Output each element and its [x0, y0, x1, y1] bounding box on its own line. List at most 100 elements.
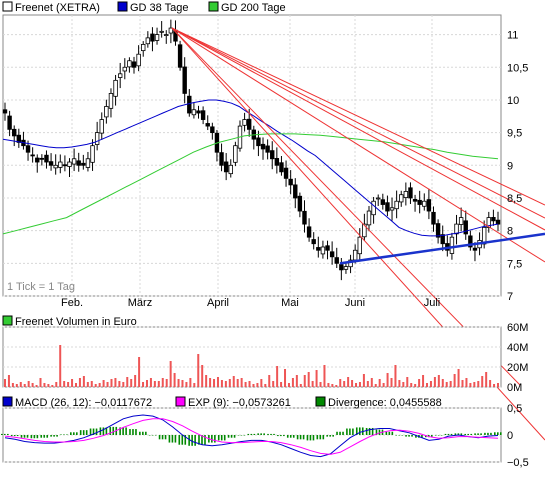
candle-body	[16, 134, 22, 143]
gd200-line	[2, 133, 499, 235]
candle-body	[440, 234, 445, 245]
legend-swatch-divergence	[315, 396, 326, 407]
divergence-bar	[421, 435, 423, 438]
divergence-bar	[227, 435, 230, 438]
volume-bar	[469, 383, 472, 387]
volume-bar	[398, 380, 401, 387]
legend-freenet: Freenet (XETRA)	[15, 2, 100, 14]
price-x-label: Juli	[424, 297, 441, 309]
candle-body	[468, 235, 473, 248]
gd38-line	[2, 99, 499, 237]
price-y-tick-label: 7,5	[507, 258, 522, 270]
candle-body	[417, 199, 422, 205]
divergence-bar	[283, 435, 285, 437]
volume-bar	[410, 383, 413, 387]
candle-body	[389, 207, 395, 211]
divergence-bar	[289, 435, 292, 438]
divergence-bar	[253, 433, 256, 435]
divergence-bar	[467, 433, 470, 435]
divergence-bar	[355, 427, 358, 435]
divergence-bar	[50, 435, 52, 437]
divergence-bar	[33, 435, 36, 439]
volume-bar	[177, 379, 180, 387]
candle-body	[283, 167, 289, 179]
volume-bar	[102, 380, 105, 387]
divergence-bar	[164, 435, 167, 440]
volume-bar	[335, 385, 338, 387]
macd-y-tick-label: −0,5	[507, 457, 529, 469]
volume-bar	[272, 381, 275, 387]
divergence-bar	[125, 427, 127, 435]
divergence-bar	[171, 435, 174, 443]
candle-body	[233, 145, 238, 163]
price-x-label: Juni	[345, 297, 365, 309]
divergence-bar	[395, 435, 397, 436]
divergence-bar	[237, 435, 240, 436]
divergence-bar	[20, 435, 23, 438]
volume-bar	[130, 379, 133, 387]
volume-bar	[161, 378, 164, 387]
candle-body	[325, 245, 330, 251]
volume-bar	[67, 382, 70, 387]
divergence-bar	[497, 432, 499, 435]
volume-bar	[382, 383, 385, 387]
volume-bar	[485, 372, 488, 387]
candle-body	[422, 200, 427, 207]
candle-body	[35, 157, 40, 163]
divergence-bar	[494, 432, 496, 435]
volume-bar	[232, 376, 235, 387]
candle-body	[260, 143, 266, 150]
candle-body	[246, 118, 252, 130]
candle-body	[94, 132, 100, 145]
candle-body	[256, 137, 261, 147]
volume-bar	[414, 384, 417, 387]
divergence-bar	[415, 435, 417, 438]
price-y-tick-label: 10	[507, 95, 519, 107]
volume-bar	[465, 378, 468, 387]
macd-y-tick-label: 0,5	[507, 403, 522, 415]
price-x-label: Feb.	[61, 297, 83, 309]
macd-y-ticks: 0,5 0 −0,5	[507, 403, 529, 469]
divergence-bar	[102, 427, 105, 435]
volume-bar	[224, 381, 227, 387]
volume-bar	[429, 381, 432, 387]
candle-body	[329, 251, 335, 258]
divergence-bar	[500, 432, 502, 435]
volume-bar	[481, 376, 484, 387]
divergence-bar	[79, 430, 82, 435]
volume-bar	[477, 381, 480, 387]
volume-bar	[47, 384, 50, 387]
volume-bar	[153, 381, 156, 387]
volume-bar	[59, 345, 62, 387]
divergence-bar	[440, 435, 443, 436]
candle-body	[150, 33, 155, 42]
volume-bar	[98, 383, 101, 387]
volume-bar	[256, 383, 259, 387]
divergence-bar	[43, 435, 46, 438]
candle-body	[371, 200, 376, 216]
divergence-bar	[211, 435, 213, 443]
volume-bar	[185, 382, 188, 387]
volume-bar	[86, 382, 89, 387]
candle-body	[85, 158, 91, 168]
volume-bar	[394, 365, 397, 387]
volume-bar	[355, 383, 358, 387]
exp-line	[4, 418, 499, 455]
volume-bar	[149, 378, 152, 387]
divergence-bar	[214, 435, 216, 443]
resistance-trendline	[171, 27, 545, 206]
volume-bar	[193, 383, 196, 387]
divergence-bar	[119, 427, 121, 435]
volume-bar	[23, 384, 26, 387]
price-panel: 11 10,5 10 9,5 9 8,5 8 7,5 7 Feb. März April Mai Jun…	[2, 1, 545, 441]
price-x-label: März	[128, 297, 152, 309]
divergence-bar	[198, 435, 200, 445]
divergence-bar	[243, 435, 246, 436]
legend-swatch-volume	[2, 315, 13, 326]
volume-bar	[390, 378, 393, 387]
divergence-bar	[391, 431, 394, 435]
volume-bar	[4, 379, 6, 387]
divergence-bar	[220, 435, 223, 441]
candle-body	[458, 217, 464, 225]
